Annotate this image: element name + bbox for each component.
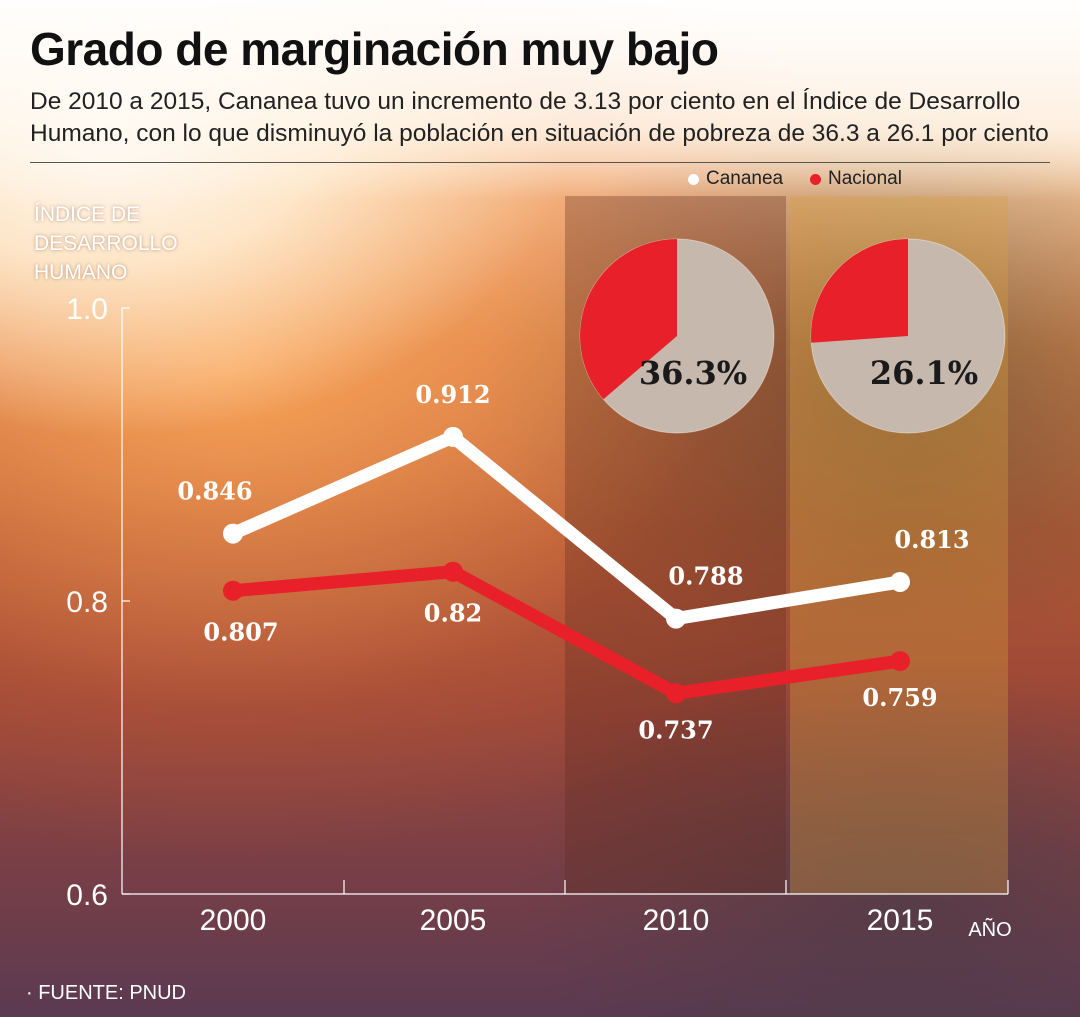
legend-label-nacional: Nacional [828,168,902,189]
series-point-cananea-2005 [443,426,463,447]
legend-item-nacional: Nacional [810,166,902,192]
x-tick-label-2010: 2010 [643,904,710,937]
series-point-cananea-2010 [666,608,686,629]
series-point-cananea-2000 [223,523,243,544]
pie-label-2015: 26.1% [870,354,978,392]
data-label-nacional-2000: 0.807 [203,618,278,647]
legend-label-cananea: Cananea [706,168,784,189]
page-subtitle: De 2010 a 2015, Cananea tuvo un incremen… [30,88,1049,147]
series-point-nacional-2010 [666,683,686,704]
pie-label-2010: 36.3% [639,354,747,392]
page-title: Grado de marginación muy bajo [30,23,719,75]
pie-slice-2015 [811,239,908,343]
x-tick-label-2015: 2015 [867,904,934,937]
y-tick-label-0.6: 0.6 [66,879,108,912]
y-tick-label-1.0: 1.0 [66,293,108,326]
header-divider [30,162,1050,163]
data-label-cananea-2015: 0.813 [894,525,969,554]
data-label-nacional-2015: 0.759 [862,683,937,712]
series-line-cananea [226,430,907,626]
series-line-nacional [226,565,907,700]
legend-swatch-cananea [688,173,699,185]
legend-item-cananea: Cananea [688,166,783,192]
x-axis-title: AÑO [968,917,1011,941]
series-point-cananea-2015 [890,571,910,592]
x-tick-label-2000: 2000 [200,904,267,937]
data-label-cananea-2010: 0.788 [668,562,743,591]
header-background [0,0,1080,200]
pie-slice-2010 [579,239,677,400]
data-label-cananea-2005: 0.912 [415,380,490,409]
y-tick-label-0.8: 0.8 [66,586,108,619]
data-label-cananea-2000: 0.846 [177,477,252,506]
y-axis-title: ÍNDICE DE DESARROLLO HUMANO [34,203,178,284]
series-point-nacional-2005 [443,561,463,582]
legend-swatch-nacional [810,173,821,185]
data-label-nacional-2010: 0.737 [638,715,713,744]
source-note: · FUENTE: PNUD [26,982,186,1004]
series-point-nacional-2015 [890,651,910,672]
series-point-nacional-2000 [223,580,243,601]
x-tick-label-2005: 2005 [420,904,487,937]
data-label-nacional-2005: 0.82 [424,599,482,628]
